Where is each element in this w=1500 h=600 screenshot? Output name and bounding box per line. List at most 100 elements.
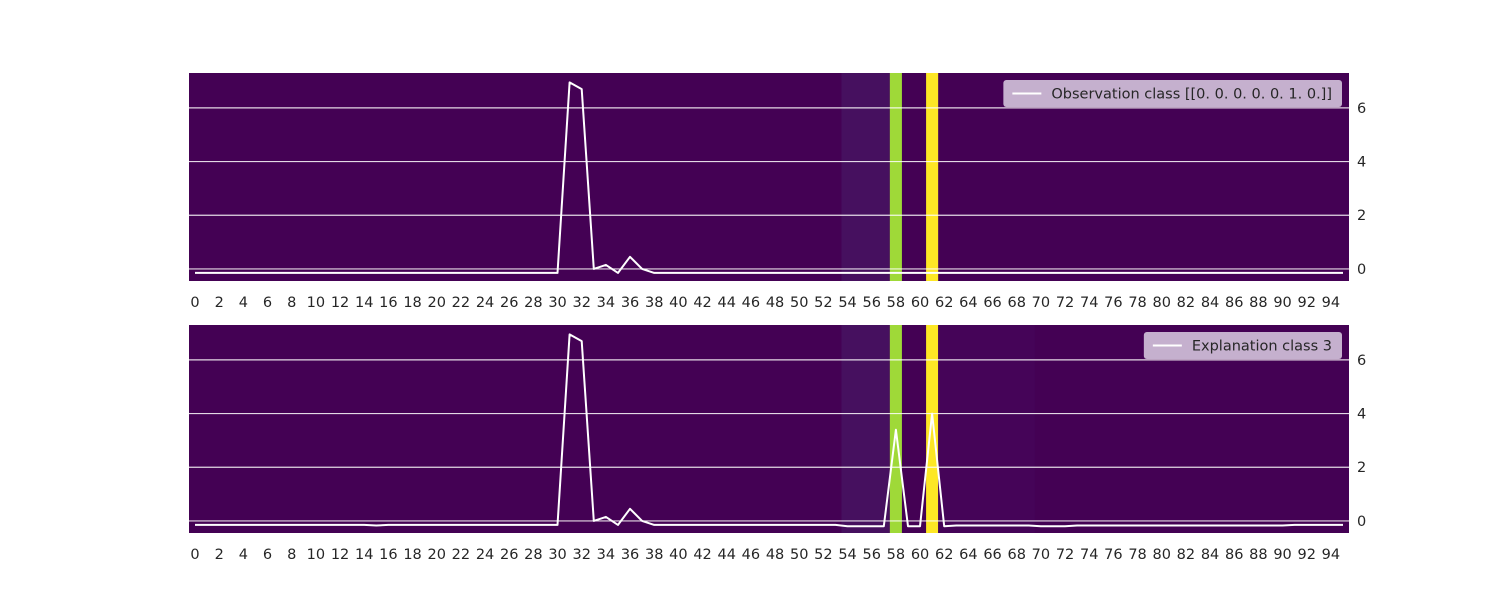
x-tick-label: 50: [790, 295, 808, 311]
series-line: [195, 81, 1343, 274]
x-tick-label: 92: [1297, 295, 1315, 311]
legend-label: Observation class [[0. 0. 0. 0. 0. 1. 0.…: [1051, 87, 1332, 103]
x-tick-label: 14: [355, 547, 373, 563]
x-tick-label: 52: [814, 295, 832, 311]
x-tick-label: 68: [1007, 547, 1025, 563]
x-tick-label: 4: [239, 547, 248, 563]
x-tick-label: 74: [1080, 295, 1098, 311]
x-tick-label: 6: [263, 295, 272, 311]
legend-label: Explanation class 3: [1192, 339, 1332, 355]
x-tick-label: 42: [693, 547, 711, 563]
legend-box: [1143, 332, 1342, 359]
x-tick-label: 72: [1056, 295, 1074, 311]
x-tick-label: 4: [239, 295, 248, 311]
x-tick-label: 62: [935, 295, 953, 311]
heatmap-cell: [938, 325, 1035, 533]
y-tick-label: 6: [1357, 101, 1366, 117]
x-tick-label: 86: [1225, 295, 1243, 311]
x-tick-label: 20: [427, 295, 445, 311]
x-tick-label: 88: [1249, 295, 1267, 311]
x-tick-label: 72: [1056, 547, 1074, 563]
x-tick-label: 26: [500, 295, 518, 311]
explanation-panel: 0 2 4 6 8 10 12 14 16 18 20 22 24 26 28 30 32 34 36 38 40 42 4…: [189, 325, 1366, 563]
x-tick-label: 52: [814, 547, 832, 563]
x-tick-label: 2: [215, 547, 224, 563]
x-tick-label: 28: [524, 295, 542, 311]
x-tick-label: 64: [959, 295, 977, 311]
x-tick-label: 24: [476, 295, 494, 311]
y-tick-label: 0: [1357, 514, 1366, 530]
y-tick-label: 6: [1357, 353, 1366, 369]
x-tick-label: 58: [887, 547, 905, 563]
series-line: [195, 333, 1343, 528]
x-tick-label: 76: [1104, 295, 1122, 311]
x-tick-label: 28: [524, 547, 542, 563]
y-tick-label: 2: [1357, 460, 1366, 476]
x-tick-label: 30: [548, 295, 566, 311]
x-tick-label: 20: [427, 547, 445, 563]
heatmap-cell: [926, 73, 939, 281]
x-tick-label: 64: [959, 547, 977, 563]
x-tick-label: 70: [1032, 295, 1050, 311]
x-tick-label: 14: [355, 295, 373, 311]
x-tick-label: 22: [452, 295, 470, 311]
x-tick-label: 84: [1201, 547, 1219, 563]
x-tick-label: 88: [1249, 547, 1267, 563]
x-tick-label: 82: [1177, 547, 1195, 563]
x-tick-label: 40: [669, 547, 687, 563]
x-tick-label: 46: [742, 547, 760, 563]
x-tick-label: 56: [862, 295, 880, 311]
x-tick-label: 68: [1007, 295, 1025, 311]
x-tick-label: 80: [1152, 295, 1170, 311]
x-tick-label: 66: [983, 295, 1001, 311]
x-tick-label: 92: [1297, 547, 1315, 563]
heatmap-cell: [841, 325, 890, 533]
x-tick-label: 36: [621, 295, 639, 311]
legend: Observation class [[0. 0. 0. 0. 0. 1. 0.…: [1003, 80, 1342, 107]
x-tick-label: 8: [287, 295, 296, 311]
x-tick-label: 42: [693, 295, 711, 311]
legend-box: [1003, 80, 1342, 107]
x-tick-label: 34: [597, 547, 615, 563]
x-tick-label: 44: [717, 547, 735, 563]
x-tick-label: 38: [645, 295, 663, 311]
x-tick-label: 54: [838, 547, 856, 563]
y-tick-label: 4: [1357, 407, 1366, 423]
x-tick-label: 34: [597, 295, 615, 311]
x-tick-label: 12: [331, 295, 349, 311]
y-tick-label: 2: [1357, 208, 1366, 224]
x-tick-label: 50: [790, 547, 808, 563]
x-tick-label: 78: [1128, 547, 1146, 563]
x-tick-label: 90: [1273, 295, 1291, 311]
x-tick-label: 66: [983, 547, 1001, 563]
x-tick-label: 80: [1152, 547, 1170, 563]
x-tick-label: 56: [862, 547, 880, 563]
x-tick-label: 70: [1032, 547, 1050, 563]
y-tick-label: 4: [1357, 155, 1366, 171]
x-tick-label: 6: [263, 547, 272, 563]
x-tick-label: 60: [911, 547, 929, 563]
legend: Explanation class 3: [1143, 332, 1342, 359]
x-tick-label: 22: [452, 547, 470, 563]
x-tick-label: 46: [742, 295, 760, 311]
x-tick-label: 78: [1128, 295, 1146, 311]
x-tick-label: 54: [838, 295, 856, 311]
x-tick-label: 82: [1177, 295, 1195, 311]
x-tick-label: 94: [1322, 295, 1340, 311]
x-tick-label: 32: [572, 295, 590, 311]
x-tick-label: 58: [887, 295, 905, 311]
x-tick-label: 48: [766, 547, 784, 563]
x-tick-label: 48: [766, 295, 784, 311]
x-tick-label: 24: [476, 547, 494, 563]
x-tick-label: 32: [572, 547, 590, 563]
x-tick-label: 8: [287, 547, 296, 563]
x-tick-label: 60: [911, 295, 929, 311]
x-tick-label: 38: [645, 547, 663, 563]
x-tick-label: 16: [379, 547, 397, 563]
x-tick-label: 90: [1273, 547, 1291, 563]
x-tick-label: 36: [621, 547, 639, 563]
heatmap-cell: [926, 325, 939, 533]
x-tick-label: 18: [403, 547, 421, 563]
x-tick-label: 2: [215, 295, 224, 311]
